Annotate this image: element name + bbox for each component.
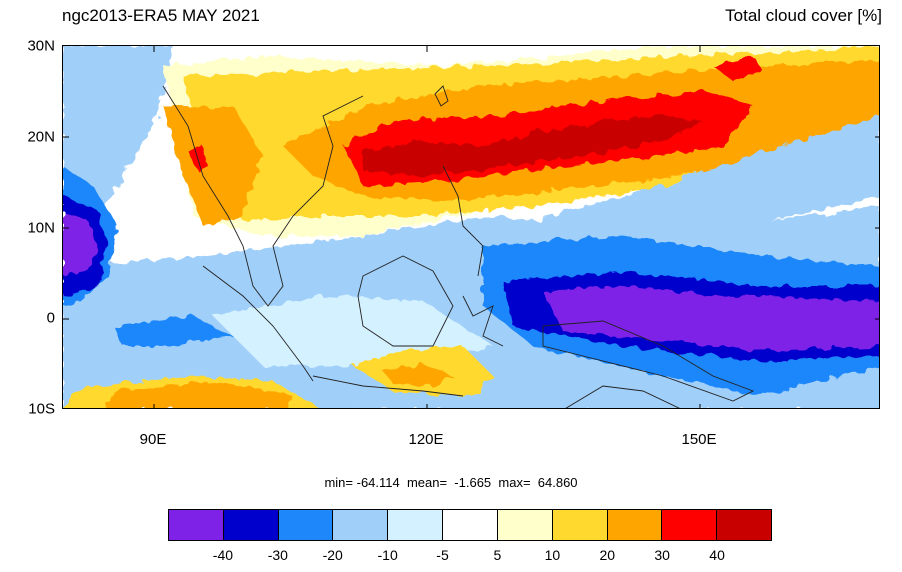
colorbar-swatch-9 [662, 510, 718, 540]
colorbar-swatch-2 [278, 510, 334, 540]
map-field-svg [63, 46, 879, 408]
colorbar-swatch-0 [169, 510, 224, 540]
colorbar-swatch-5 [443, 510, 498, 540]
colorbar-swatch-7 [552, 510, 608, 540]
lat-label-20n: 20N [27, 128, 55, 146]
colorbar-tick-label: 20 [599, 547, 616, 563]
field-purple-central [543, 286, 879, 351]
lat-label-30n: 30N [27, 37, 55, 55]
coastline-new-guinea [542, 320, 755, 402]
coastline-philippines [442, 165, 484, 277]
colorbar-swatch-4 [388, 510, 444, 540]
map-panel [62, 45, 880, 409]
colorbar-tick-label: 40 [709, 547, 725, 563]
field-orange-south [104, 381, 293, 408]
colorbar-tick-label: 30 [654, 547, 670, 563]
coastlines [162, 85, 755, 408]
lon-label-150e: 150E [681, 431, 717, 448]
coastline-australia [565, 385, 680, 408]
colorbar-swatch-8 [607, 510, 663, 540]
coastline-sumatra [202, 265, 314, 382]
colorbar-tick-label: -10 [377, 547, 398, 563]
colorbar-swatch-6 [497, 510, 553, 540]
colorbar-tick-label: -5 [436, 547, 449, 563]
colorbar-swatch-1 [223, 510, 279, 540]
colorbar-tick-label: -20 [322, 547, 343, 563]
coastline-borneo [357, 255, 454, 347]
colorbar-swatch-10 [717, 510, 771, 540]
coastline-taiwan [434, 85, 449, 107]
field-dark-red-central [363, 116, 703, 176]
colorbar [168, 509, 772, 541]
field-purple-west [63, 211, 98, 276]
coastline-indochina [162, 85, 364, 307]
colorbar-tick-label: -40 [212, 547, 234, 563]
lat-label-10s: 10S [28, 400, 55, 418]
colorbar-tick-label: 10 [544, 547, 561, 563]
stats-text: min= -64.114 mean= -1.665 max= 64.860 [324, 475, 578, 490]
field-orange-south-central [383, 364, 453, 386]
colorbar-tick-label: -30 [267, 547, 288, 563]
axis-ticks [63, 46, 879, 408]
field-pale-blue-band [213, 296, 493, 366]
coastline-sulawesi [462, 295, 504, 347]
lon-label-120e: 120E [408, 431, 444, 448]
colorbar-tick-label: 5 [493, 547, 502, 563]
coastline-java [312, 375, 464, 397]
field-blue-sw [113, 316, 233, 346]
colorbar-swatch-3 [333, 510, 389, 540]
lat-label-10n: 10N [27, 219, 55, 237]
field-red-ne [713, 56, 763, 81]
plot-title-left: ngc2013-ERA5 MAY 2021 [62, 6, 260, 25]
lon-label-90e: 90E [139, 431, 167, 448]
field-light-blue-north [63, 46, 173, 226]
field-orange-north [163, 106, 263, 226]
lat-label-0: 0 [46, 309, 55, 327]
plot-title-right: Total cloud cover [%] [725, 6, 882, 25]
